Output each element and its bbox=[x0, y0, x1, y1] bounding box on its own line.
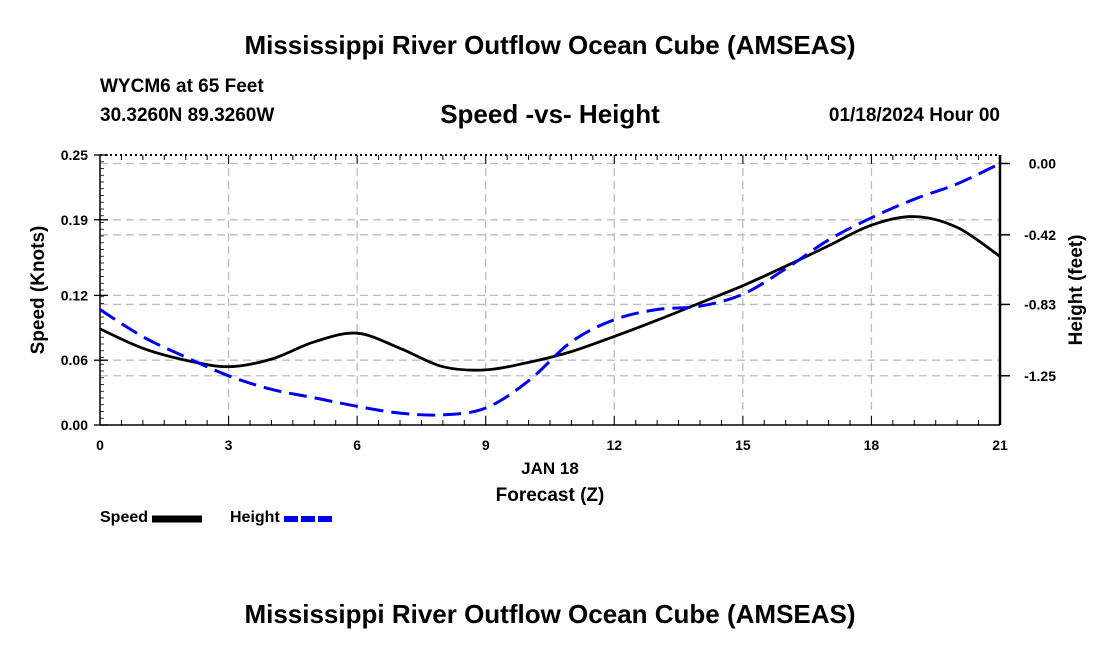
y2-tick-label: -1.25 bbox=[1024, 368, 1056, 384]
x-tick-label: 6 bbox=[353, 437, 361, 453]
station-name: WYCM6 at 65 Feet bbox=[100, 76, 264, 97]
x-axis-date-label: JAN 18 bbox=[521, 459, 579, 478]
x-tick-label: 12 bbox=[606, 437, 622, 453]
legend-height-label: Height bbox=[230, 509, 280, 526]
axes: 0.00 0.06 0.12 0.19 0.25 0.00 -0.42 -0.83 -1.25 0… bbox=[61, 147, 1056, 453]
chart-title: Mississippi River Outflow Ocean Cube (AM… bbox=[244, 30, 856, 60]
series-line-speed bbox=[99, 215, 1001, 372]
y-tick-label: 0.25 bbox=[61, 147, 88, 163]
series-line-height bbox=[99, 162, 1001, 417]
y-tick-label: 0.00 bbox=[61, 417, 88, 433]
footer-title: Mississippi River Outflow Ocean Cube (AM… bbox=[244, 599, 856, 629]
forecast-date: 01/18/2024 Hour 00 bbox=[828, 105, 1000, 126]
series bbox=[99, 162, 1001, 417]
legend-speed-swatch bbox=[152, 515, 203, 523]
y2-tick-label: 0.00 bbox=[1029, 155, 1056, 171]
legend-height-swatch bbox=[283, 516, 334, 522]
x-tick-label: 3 bbox=[225, 437, 233, 453]
x-tick-label: 18 bbox=[864, 437, 880, 453]
x-tick-label: 21 bbox=[992, 437, 1008, 453]
y2-tick-label: -0.83 bbox=[1024, 296, 1056, 312]
y-axis-title: Speed (Knots) bbox=[28, 226, 49, 355]
y-tick-label: 0.19 bbox=[61, 212, 88, 228]
x-tick-label: 0 bbox=[96, 437, 104, 453]
y2-tick-label: -0.42 bbox=[1024, 227, 1056, 243]
x-tick-label: 9 bbox=[482, 437, 490, 453]
x-tick-label: 15 bbox=[735, 437, 751, 453]
station-coordinates: 30.3260N 89.3260W bbox=[100, 105, 275, 126]
legend-speed: Speed bbox=[100, 509, 204, 527]
y-tick-label: 0.06 bbox=[61, 352, 88, 368]
gridlines bbox=[100, 155, 1000, 425]
axis-labels: JAN 18 Forecast (Z) Speed (Knots) Height… bbox=[28, 226, 1087, 506]
y-tick-label: 0.12 bbox=[61, 287, 88, 303]
chart-area: 0.00 0.06 0.12 0.19 0.25 0.00 -0.42 -0.83 -1.25 0… bbox=[28, 147, 1087, 506]
legend-speed-label: Speed bbox=[100, 509, 149, 526]
x-axis-title: Forecast (Z) bbox=[496, 485, 605, 506]
y2-axis-title: Height (feet) bbox=[1066, 235, 1087, 346]
legend-height: Height bbox=[230, 509, 336, 527]
chart-subtitle: Speed -vs- Height bbox=[440, 99, 660, 129]
